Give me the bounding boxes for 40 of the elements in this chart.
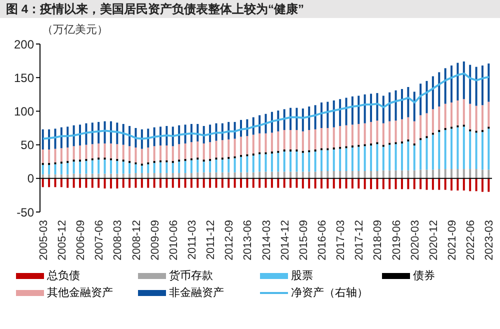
x-tick-label: 2005-12 (56, 220, 68, 260)
x-tick-label: 2008-12 (130, 220, 143, 260)
legend-label: 其他金融资产 (47, 286, 113, 300)
x-tick-label: 2022-06 (465, 220, 478, 260)
x-tick-label: 2014-12 (279, 220, 292, 260)
x-tick-label: 2020-12 (428, 220, 440, 260)
y-tick-label: -50 (16, 205, 34, 220)
x-tick-label: 2011-03 (186, 220, 199, 260)
x-tick-label: 2018-09 (372, 220, 384, 260)
x-tick-label: 2023-03 (484, 220, 496, 260)
x-tick-label: 2015-09 (298, 220, 310, 260)
x-tick-label: 2013-06 (242, 220, 254, 260)
x-tick-label: 2014-03 (260, 220, 273, 260)
x-tick-label: 2017-12 (354, 220, 366, 260)
y-tick-label: 200 (14, 37, 34, 52)
x-tick-label: 2017-03 (335, 220, 348, 260)
y-tick-label: 50 (20, 138, 34, 152)
x-tick-label: 2019-06 (390, 220, 403, 260)
x-tick-label: 2005-03 (38, 220, 50, 260)
y-axis-title: （万亿美元） (42, 22, 108, 37)
x-tick-label: 2021-09 (446, 220, 459, 260)
y-tick-label: 0 (27, 172, 34, 186)
y-tick-label: 150 (14, 70, 34, 85)
x-tick-label: 2012-09 (224, 220, 236, 260)
legend-label: 净资产（右轴） (291, 286, 368, 300)
legend-label: 货币存款 (169, 269, 213, 283)
legend-label: 股票 (291, 269, 313, 283)
legend-label: 非金融资产 (169, 286, 224, 300)
x-tick-label: 2016-06 (316, 220, 329, 260)
x-tick-label: 2010-06 (168, 220, 180, 260)
y-tick-label: 100 (14, 104, 34, 118)
x-tick-label: 2009-09 (149, 220, 162, 260)
x-tick-label: 2006-09 (75, 220, 88, 260)
legend-label: 总负债 (47, 269, 80, 283)
x-tick-label: 2011-12 (205, 220, 218, 260)
x-tick-label: 2020-03 (409, 220, 422, 260)
chart-title: 图 4：疫情以来，美国居民资产负债表整体上较为“健康” (0, 0, 500, 18)
x-tick-label: 2007-06 (94, 220, 106, 260)
legend-label: 债券 (413, 269, 435, 283)
x-tick-label: 2008-03 (112, 220, 124, 260)
